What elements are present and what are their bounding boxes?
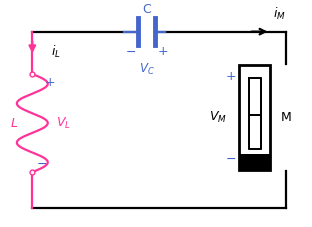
Text: $-$: $-$ [125,45,136,58]
Bar [249,78,261,115]
Text: $i_L$: $i_L$ [51,44,61,60]
Text: $i_M$: $i_M$ [273,6,286,22]
Bar [240,154,271,170]
Text: M: M [280,111,291,124]
Bar [240,65,271,170]
Text: $+$: $+$ [225,70,236,83]
Text: $V_M$: $V_M$ [209,110,227,125]
Text: $V_C$: $V_C$ [139,62,155,77]
Text: $-$: $-$ [225,152,236,165]
Text: C: C [142,3,151,16]
Text: $V_L$: $V_L$ [56,116,71,131]
Text: $-$: $-$ [36,157,47,170]
Text: $+$: $+$ [158,45,169,58]
Text: $+$: $+$ [44,76,55,89]
Text: $L$: $L$ [10,116,18,130]
